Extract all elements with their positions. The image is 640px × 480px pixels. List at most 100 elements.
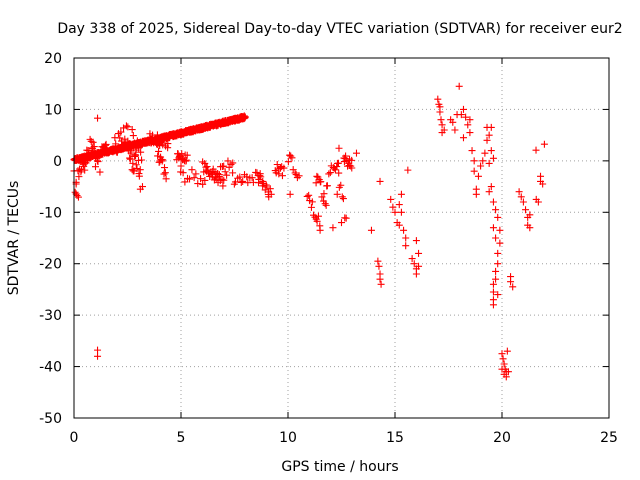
grid-lines [74,58,609,418]
data-point [126,154,134,162]
y-tick-label: -30 [39,308,62,324]
data-point [295,172,303,180]
data-point [197,175,205,183]
data-point [534,198,542,206]
data-point [286,190,294,198]
data-point [466,129,474,137]
data-point [182,156,190,164]
data-point [266,185,274,193]
data-point [377,280,385,288]
data-point [265,193,273,201]
data-point [138,141,146,149]
data-point [102,140,110,148]
data-point [93,157,101,165]
data-point [410,260,418,268]
x-tick-label: 15 [386,430,404,446]
data-point [517,193,525,201]
data-point [376,275,384,283]
data-point [192,170,200,178]
data-point [404,166,412,174]
data-point [128,126,136,134]
data-point [117,128,125,136]
data-point [400,226,408,234]
data-point [402,242,410,250]
data-point [188,166,196,174]
data-point [338,219,345,227]
data-point [214,169,222,177]
x-tick-label: 20 [493,430,511,446]
data-point [472,190,480,198]
data-point [181,178,189,186]
data-point [494,260,502,268]
y-axis-label: SDTVAR / TECUs [6,181,22,296]
data-point [231,178,239,186]
data-point [455,82,463,90]
data-point [348,164,356,172]
data-point [83,157,91,165]
x-tick-label: 25 [600,430,618,446]
data-point [243,173,251,181]
data-point [288,154,296,162]
data-point [194,180,202,188]
data-point [434,95,442,103]
data-point [342,214,350,222]
data-point [303,192,311,200]
data-point [485,131,493,139]
data-point [451,126,459,134]
x-tick-label: 10 [279,430,297,446]
data-point [329,224,337,232]
data-point [313,217,321,225]
data-point [496,226,504,234]
data-point [136,166,144,174]
data-point [492,234,500,242]
data-point [129,132,137,140]
data-point [124,123,132,131]
data-point [94,346,102,354]
data-point [153,131,161,139]
data-point [323,182,331,190]
x-tick-label: 0 [70,430,79,446]
data-point [94,352,102,360]
data-point [220,176,228,184]
data-point [135,172,143,180]
data-point [436,108,444,116]
data-point [154,152,162,160]
data-point [90,143,98,151]
data-point [73,192,81,200]
data-point [338,193,346,201]
data-point [177,162,185,170]
data-point [129,159,137,167]
data-point [280,164,288,172]
data-point [236,173,244,181]
data-point [335,144,343,152]
data-point [219,182,227,190]
data-point [155,147,163,155]
data-point [102,147,110,155]
data-point [539,180,547,188]
data-point [468,147,476,155]
data-point [203,162,211,170]
data-point [489,198,497,206]
data-point [437,116,445,124]
data-point [477,162,485,170]
data-point [494,291,502,299]
data-point [462,113,470,121]
data-point [239,177,247,185]
data-point [464,121,472,129]
data-point [492,267,500,275]
data-point [137,148,145,156]
data-point [494,213,502,221]
data-point [81,166,89,174]
data-point [221,168,229,176]
data-point [161,164,169,172]
data-point [292,171,300,179]
data-point [179,169,187,177]
data-point [199,180,207,188]
data-point [321,200,329,208]
data-point [241,113,249,121]
data-point [75,173,83,181]
y-tick-label: 10 [44,102,62,118]
data-point [320,190,328,198]
